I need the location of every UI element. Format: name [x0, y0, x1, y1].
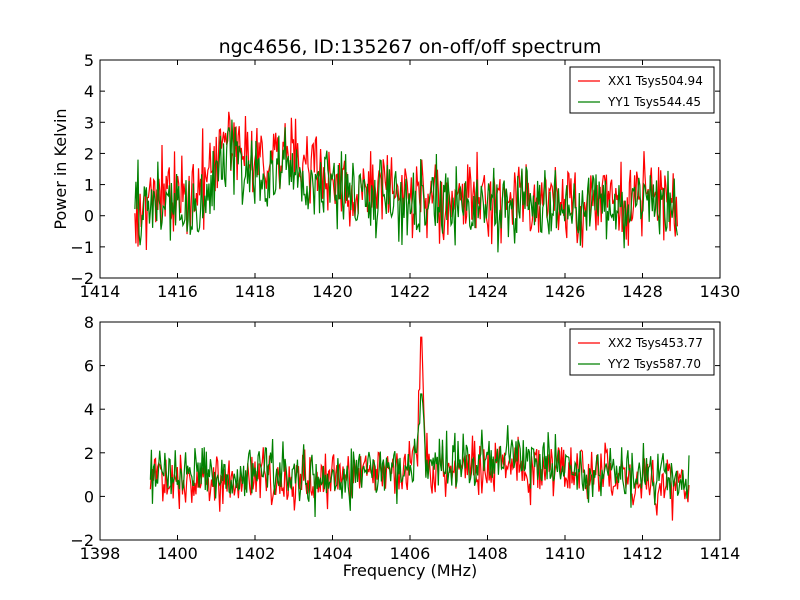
- x-tick-label: 1422: [390, 282, 431, 301]
- legend-box: [569, 66, 715, 114]
- x-tick-label: 1410: [545, 544, 586, 563]
- x-tick-label: 1406: [390, 544, 431, 563]
- chart-layer: 1414 1416 1418 1420 1422 1424 1426 1428 1430−2−1…: [51, 51, 740, 580]
- y-tick-label: 3: [84, 113, 94, 132]
- y-tick-label: 0: [84, 207, 94, 226]
- x-tick-label: 1430: [700, 282, 741, 301]
- legend-entry: YY2 Tsys587.70: [607, 357, 701, 371]
- y-tick-label: 8: [84, 313, 94, 332]
- y-tick-label: −2: [70, 531, 94, 550]
- y-tick-label: 4: [84, 82, 94, 101]
- x-tick-label: 1428: [622, 282, 663, 301]
- y-tick-label: 0: [84, 487, 94, 506]
- x-tick-label: 1402: [235, 544, 276, 563]
- y-tick-label: −1: [70, 238, 94, 257]
- y-tick-label: 2: [84, 444, 94, 463]
- panel-1: 1414 1416 1418 1420 1422 1424 1426 1428 1430−2−1…: [51, 51, 740, 301]
- x-tick-label: 1408: [467, 544, 508, 563]
- x-axis-label: Frequency (MHz): [343, 561, 477, 580]
- chart-title: ngc4656, ID:135267 on-off/off spectrum: [219, 36, 602, 58]
- y-tick-label: −2: [70, 269, 94, 288]
- y-tick-label: 6: [84, 357, 94, 376]
- x-tick-label: 1416: [157, 282, 198, 301]
- legend-entry: XX2 Tsys453.77: [608, 336, 703, 350]
- y-tick-label: 4: [84, 400, 94, 419]
- x-tick-label: 1412: [622, 544, 663, 563]
- series-line-2: [149, 393, 690, 518]
- x-tick-label: 1426: [545, 282, 586, 301]
- y-axis-label: Power in Kelvin: [51, 108, 70, 229]
- series-line-2: [134, 119, 678, 253]
- legend-entry: XX1 Tsys504.94: [608, 74, 703, 88]
- legend-entry: YY1 Tsys544.45: [607, 95, 701, 109]
- x-tick-label: 1414: [80, 282, 121, 301]
- legend-box: [569, 328, 715, 376]
- x-tick-label: 1414: [700, 544, 741, 563]
- x-tick-label: 1418: [235, 282, 276, 301]
- y-tick-label: 5: [84, 51, 94, 70]
- y-tick-label: 1: [84, 176, 94, 195]
- panel-2: 1398 1400 1402 1404 1406 1408 1410 1412 1414 −2 0 2…: [70, 313, 740, 580]
- x-tick-label: 1404: [312, 544, 353, 563]
- y-tick-label: 2: [84, 144, 94, 163]
- x-tick-label: 1400: [157, 544, 198, 563]
- x-tick-label: 1398: [80, 544, 121, 563]
- x-tick-label: 1424: [467, 282, 508, 301]
- x-tick-label: 1420: [312, 282, 353, 301]
